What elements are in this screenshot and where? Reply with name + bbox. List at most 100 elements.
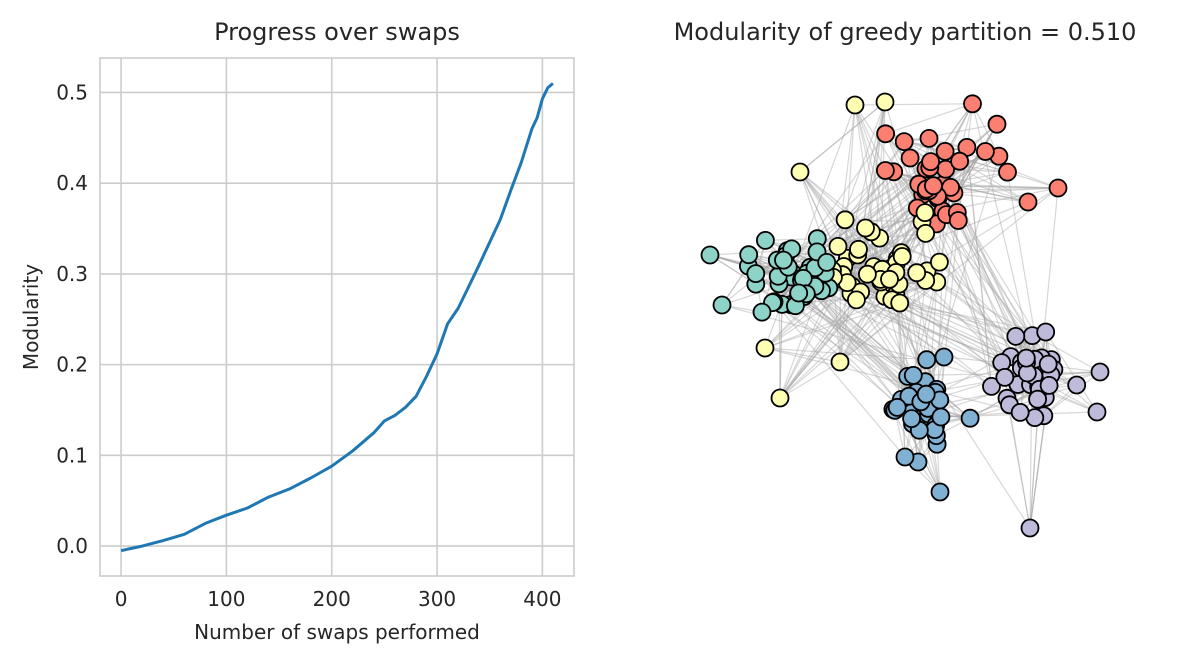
- network-node-blue: [902, 409, 921, 429]
- network-edge: [953, 187, 1059, 194]
- network-node-yellow: [856, 218, 875, 238]
- network-nodes: [700, 92, 1110, 538]
- network-edge: [885, 133, 1059, 189]
- plot-area: [99, 57, 575, 577]
- network-node-lavender: [1006, 326, 1026, 346]
- network-node-blue: [931, 407, 951, 427]
- network-node-teal: [739, 245, 759, 265]
- modularity-series-line: [120, 82, 554, 553]
- network-node-blue: [917, 350, 937, 370]
- network-edge: [839, 279, 882, 363]
- network-chart: Modularity of greedy partition = 0.510: [674, 18, 1137, 538]
- x-gridlines: [120, 58, 544, 576]
- network-node-yellow: [892, 247, 912, 266]
- y-tick-label: 0.1: [56, 443, 88, 467]
- network-node-lavender: [982, 376, 1001, 396]
- network-node-red: [1018, 192, 1038, 212]
- network-node-yellow: [907, 263, 927, 283]
- network-node-lavender: [1039, 375, 1059, 395]
- network-edge: [943, 183, 1059, 189]
- network-edge: [764, 281, 938, 349]
- x-tick-label: 100: [207, 587, 245, 611]
- network-edge: [1045, 331, 1098, 413]
- network-edge: [839, 302, 901, 363]
- network-edge: [899, 302, 1046, 333]
- network-edge: [885, 103, 973, 135]
- network-edge: [799, 101, 886, 173]
- network-node-lavender: [1090, 362, 1110, 382]
- y-tick-label: 0.3: [56, 262, 88, 286]
- x-axis-label: Number of swaps performed: [194, 620, 480, 644]
- network-edge: [842, 221, 923, 276]
- network-node-yellow: [930, 252, 949, 272]
- network-node-yellow: [830, 352, 850, 372]
- network-node-red: [894, 132, 914, 152]
- network-edge: [943, 356, 1002, 364]
- network-edge: [779, 361, 841, 399]
- network-node-yellow: [849, 239, 868, 259]
- network-edge: [1006, 398, 1031, 529]
- network-edge: [814, 285, 914, 376]
- y-tick-labels: 0.0 0.1 0.2 0.3 0.4 0.5: [56, 80, 88, 558]
- network-node-blue: [960, 408, 980, 428]
- network-node-yellow: [755, 338, 775, 358]
- network-node-red: [987, 114, 1007, 134]
- network-node-yellow: [835, 210, 855, 230]
- network-node-yellow: [790, 162, 810, 182]
- network-node-yellow: [875, 92, 895, 112]
- network-edge: [903, 141, 1029, 203]
- network-node-blue: [930, 482, 950, 502]
- network-edge: [778, 133, 887, 285]
- network-edge: [839, 281, 938, 363]
- network-edge: [938, 261, 1042, 359]
- network-node-blue: [916, 384, 936, 404]
- x-tick-label: 0: [115, 587, 128, 611]
- network-node-blue: [887, 397, 907, 417]
- network-node-yellow: [890, 293, 910, 313]
- network-edge: [721, 304, 1040, 393]
- network-node-red: [948, 211, 968, 230]
- network-node-teal: [712, 295, 732, 315]
- network-node-yellow: [845, 95, 865, 115]
- right-chart-title: Modularity of greedy partition = 0.510: [674, 18, 1137, 46]
- network-edge: [772, 302, 922, 403]
- network-edge: [839, 187, 1059, 363]
- network-node-yellow: [858, 264, 877, 284]
- y-tick-label: 0.5: [56, 80, 88, 104]
- network-edge: [966, 147, 993, 387]
- network-node-lavender: [1028, 389, 1047, 409]
- network-node-lavender: [1020, 518, 1040, 538]
- network-node-red: [976, 142, 995, 161]
- network-node-red: [963, 94, 982, 114]
- network-node-blue: [895, 447, 915, 467]
- network-node-yellow: [916, 223, 935, 243]
- network-node-red: [919, 128, 939, 148]
- network-edge: [803, 296, 923, 404]
- network-edge: [764, 302, 900, 349]
- network-node-lavender: [1016, 348, 1036, 368]
- network-node-teal: [700, 245, 720, 265]
- network-node-teal: [817, 252, 837, 272]
- network-edge: [764, 347, 841, 363]
- network-node-teal: [774, 250, 793, 270]
- network-node-red: [900, 148, 920, 168]
- network-node-red: [998, 162, 1017, 182]
- network-edge: [854, 104, 918, 273]
- network-edge: [966, 147, 993, 387]
- network-edge: [801, 279, 929, 409]
- network-edge: [854, 103, 973, 106]
- network-edge: [779, 261, 940, 399]
- x-tick-label: 200: [313, 587, 351, 611]
- network-node-lavender: [1036, 322, 1056, 342]
- network-edge: [843, 104, 856, 267]
- y-tick-label: 0.0: [56, 534, 88, 558]
- network-edge: [839, 299, 893, 363]
- network-edge: [816, 171, 895, 253]
- network-edge: [779, 291, 862, 399]
- network-edge: [779, 291, 862, 399]
- network-node-lavender: [1087, 402, 1107, 422]
- network-edge: [826, 101, 886, 263]
- network-node-red: [1048, 178, 1068, 198]
- network-node-red: [950, 151, 969, 171]
- network-edge: [773, 301, 906, 458]
